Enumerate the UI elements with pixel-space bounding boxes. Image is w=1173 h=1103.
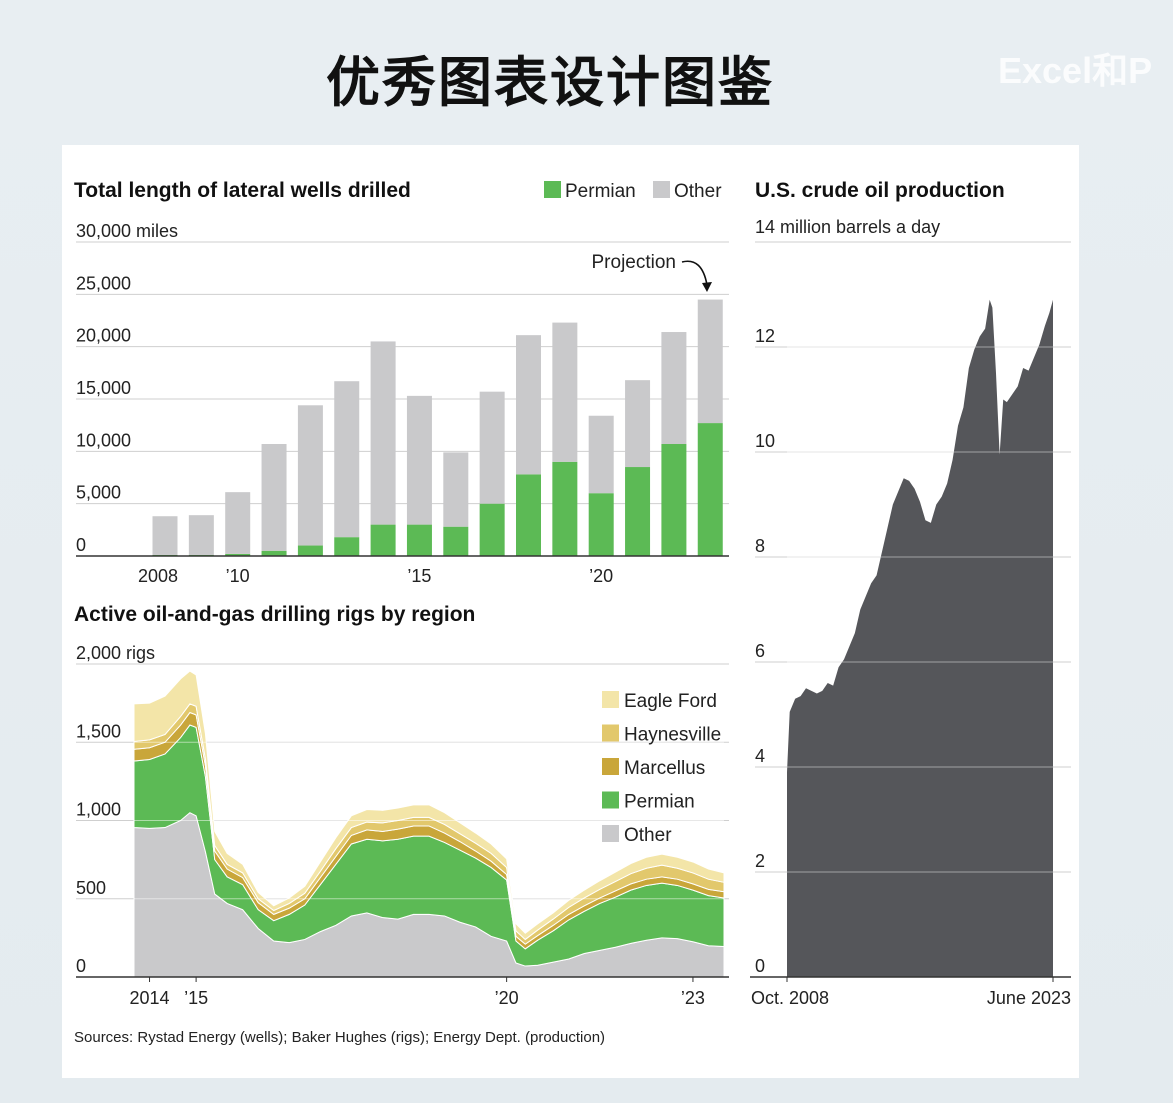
bar-permian-2017 xyxy=(479,503,505,556)
wells-y-tick-label: 0 xyxy=(76,535,86,555)
production-y-tick-label: 6 xyxy=(755,641,765,661)
watermark: Excel和P xyxy=(998,50,1153,91)
wells-chart: Total length of lateral wells drilled 30… xyxy=(74,179,729,586)
area-eagle-ford xyxy=(133,670,725,941)
production-x-tick-label: June 2023 xyxy=(987,988,1071,1008)
rigs-x-tick-label: ’15 xyxy=(184,988,208,1008)
legend-swatch-haynesville xyxy=(602,724,619,742)
bar-permian-2022 xyxy=(661,444,687,556)
bar-other-2010 xyxy=(225,492,251,554)
production-y-tick-label: 4 xyxy=(755,746,765,766)
page-heading: 优秀图表设计图鉴 xyxy=(326,51,774,114)
wells-y-tick-label: 25,000 xyxy=(76,273,131,293)
legend-swatch-marcellus xyxy=(602,758,619,775)
legend-label-other: Other xyxy=(674,181,722,202)
wells-y-tick-label: 10,000 xyxy=(76,430,131,450)
legend-swatch-other xyxy=(653,181,670,198)
wells-title: Total length of lateral wells drilled xyxy=(74,179,411,202)
production-y-tick-label: 0 xyxy=(755,956,765,976)
production-area xyxy=(787,299,1053,977)
wells-unit-label: 30,000 miles xyxy=(76,221,178,241)
legend-swatch-permian xyxy=(602,791,619,809)
bar-permian-2013 xyxy=(334,537,360,556)
bar-permian-2021 xyxy=(625,467,651,556)
bar-permian-2023 xyxy=(697,423,723,556)
bar-other-2014 xyxy=(370,341,396,525)
legend-label-permian: Permian xyxy=(565,181,636,202)
bar-other-2009 xyxy=(188,515,214,555)
rigs-y-tick-label: 1,500 xyxy=(76,721,121,741)
rigs-x-tick-label: ’20 xyxy=(495,988,519,1008)
bar-permian-2018 xyxy=(516,474,541,556)
rigs-unit-label: 2,000 rigs xyxy=(76,643,155,663)
bar-other-2019 xyxy=(552,322,578,462)
production-y-tick-label: 2 xyxy=(755,851,765,871)
bar-permian-2010 xyxy=(225,553,251,556)
bar-permian-2016 xyxy=(443,526,469,556)
projection-arrowhead-icon xyxy=(702,282,712,292)
rigs-y-tick-label: 1,000 xyxy=(76,800,121,820)
bar-other-2022 xyxy=(661,332,687,445)
production-unit-label: 14 million barrels a day xyxy=(755,217,940,237)
bar-other-2015 xyxy=(406,395,432,525)
production-y-tick-label: 8 xyxy=(755,536,765,556)
wells-y-tick-label: 20,000 xyxy=(76,326,131,346)
legend-swatch-eagle-ford xyxy=(602,691,619,708)
bar-other-2023 xyxy=(697,299,723,424)
rigs-x-tick-label: 2014 xyxy=(130,988,170,1008)
wells-x-tick-label: ’15 xyxy=(407,566,431,586)
legend-label-eagle-ford: Eagle Ford xyxy=(624,691,717,712)
rigs-title: Active oil-and-gas drilling rigs by regi… xyxy=(74,603,475,626)
bar-other-2017 xyxy=(479,391,505,504)
wells-x-tick-label: ’10 xyxy=(226,566,250,586)
bar-permian-2019 xyxy=(552,461,578,556)
bar-other-2013 xyxy=(334,381,360,538)
projection-arrow-icon xyxy=(681,260,708,286)
legend-swatch-permian xyxy=(544,181,561,198)
production-y-tick-label: 10 xyxy=(755,431,775,451)
production-chart: U.S. crude oil production 14 million bar… xyxy=(750,179,1071,1008)
wells-legend: Permian Other xyxy=(544,181,722,202)
legend-label-other: Other xyxy=(624,825,672,846)
wells-y-tick-label: 5,000 xyxy=(76,483,121,503)
bar-other-2020 xyxy=(588,415,614,494)
wells-y-tick-label: 15,000 xyxy=(76,378,131,398)
bar-permian-2020 xyxy=(588,493,614,556)
bar-permian-2012 xyxy=(297,545,323,556)
wells-x-tick-label: ’20 xyxy=(589,566,613,586)
chart-card: Total length of lateral wells drilled 30… xyxy=(62,145,1079,1078)
bar-permian-2011 xyxy=(261,550,287,556)
rigs-chart: Active oil-and-gas drilling rigs by regi… xyxy=(74,603,729,1008)
legend-swatch-other xyxy=(602,825,619,842)
projection-annotation: Projection xyxy=(592,252,677,273)
rigs-y-tick-label: 0 xyxy=(76,956,86,976)
production-title: U.S. crude oil production xyxy=(755,179,1005,202)
production-y-tick-label: 12 xyxy=(755,326,775,346)
legend-label-marcellus: Marcellus xyxy=(624,758,705,779)
wells-x-tick-label: 2008 xyxy=(138,566,178,586)
bar-other-2016 xyxy=(443,452,469,527)
bar-other-2012 xyxy=(297,405,323,546)
sources-note: Sources: Rystad Energy (wells); Baker Hu… xyxy=(74,1029,605,1046)
bar-permian-2015 xyxy=(406,524,432,556)
bar-other-2021 xyxy=(625,380,651,468)
bar-other-2018 xyxy=(516,335,541,475)
legend-label-permian: Permian xyxy=(624,792,695,813)
rigs-y-tick-label: 500 xyxy=(76,878,106,898)
bar-permian-2014 xyxy=(370,524,396,556)
production-x-tick-label: Oct. 2008 xyxy=(751,988,829,1008)
bar-other-2011 xyxy=(261,444,287,551)
chart-canvas: Total length of lateral wells drilled 30… xyxy=(74,179,1071,1046)
bar-other-2008 xyxy=(152,516,178,555)
rigs-x-tick-label: ’23 xyxy=(681,988,705,1008)
legend-label-haynesville: Haynesville xyxy=(624,725,721,746)
